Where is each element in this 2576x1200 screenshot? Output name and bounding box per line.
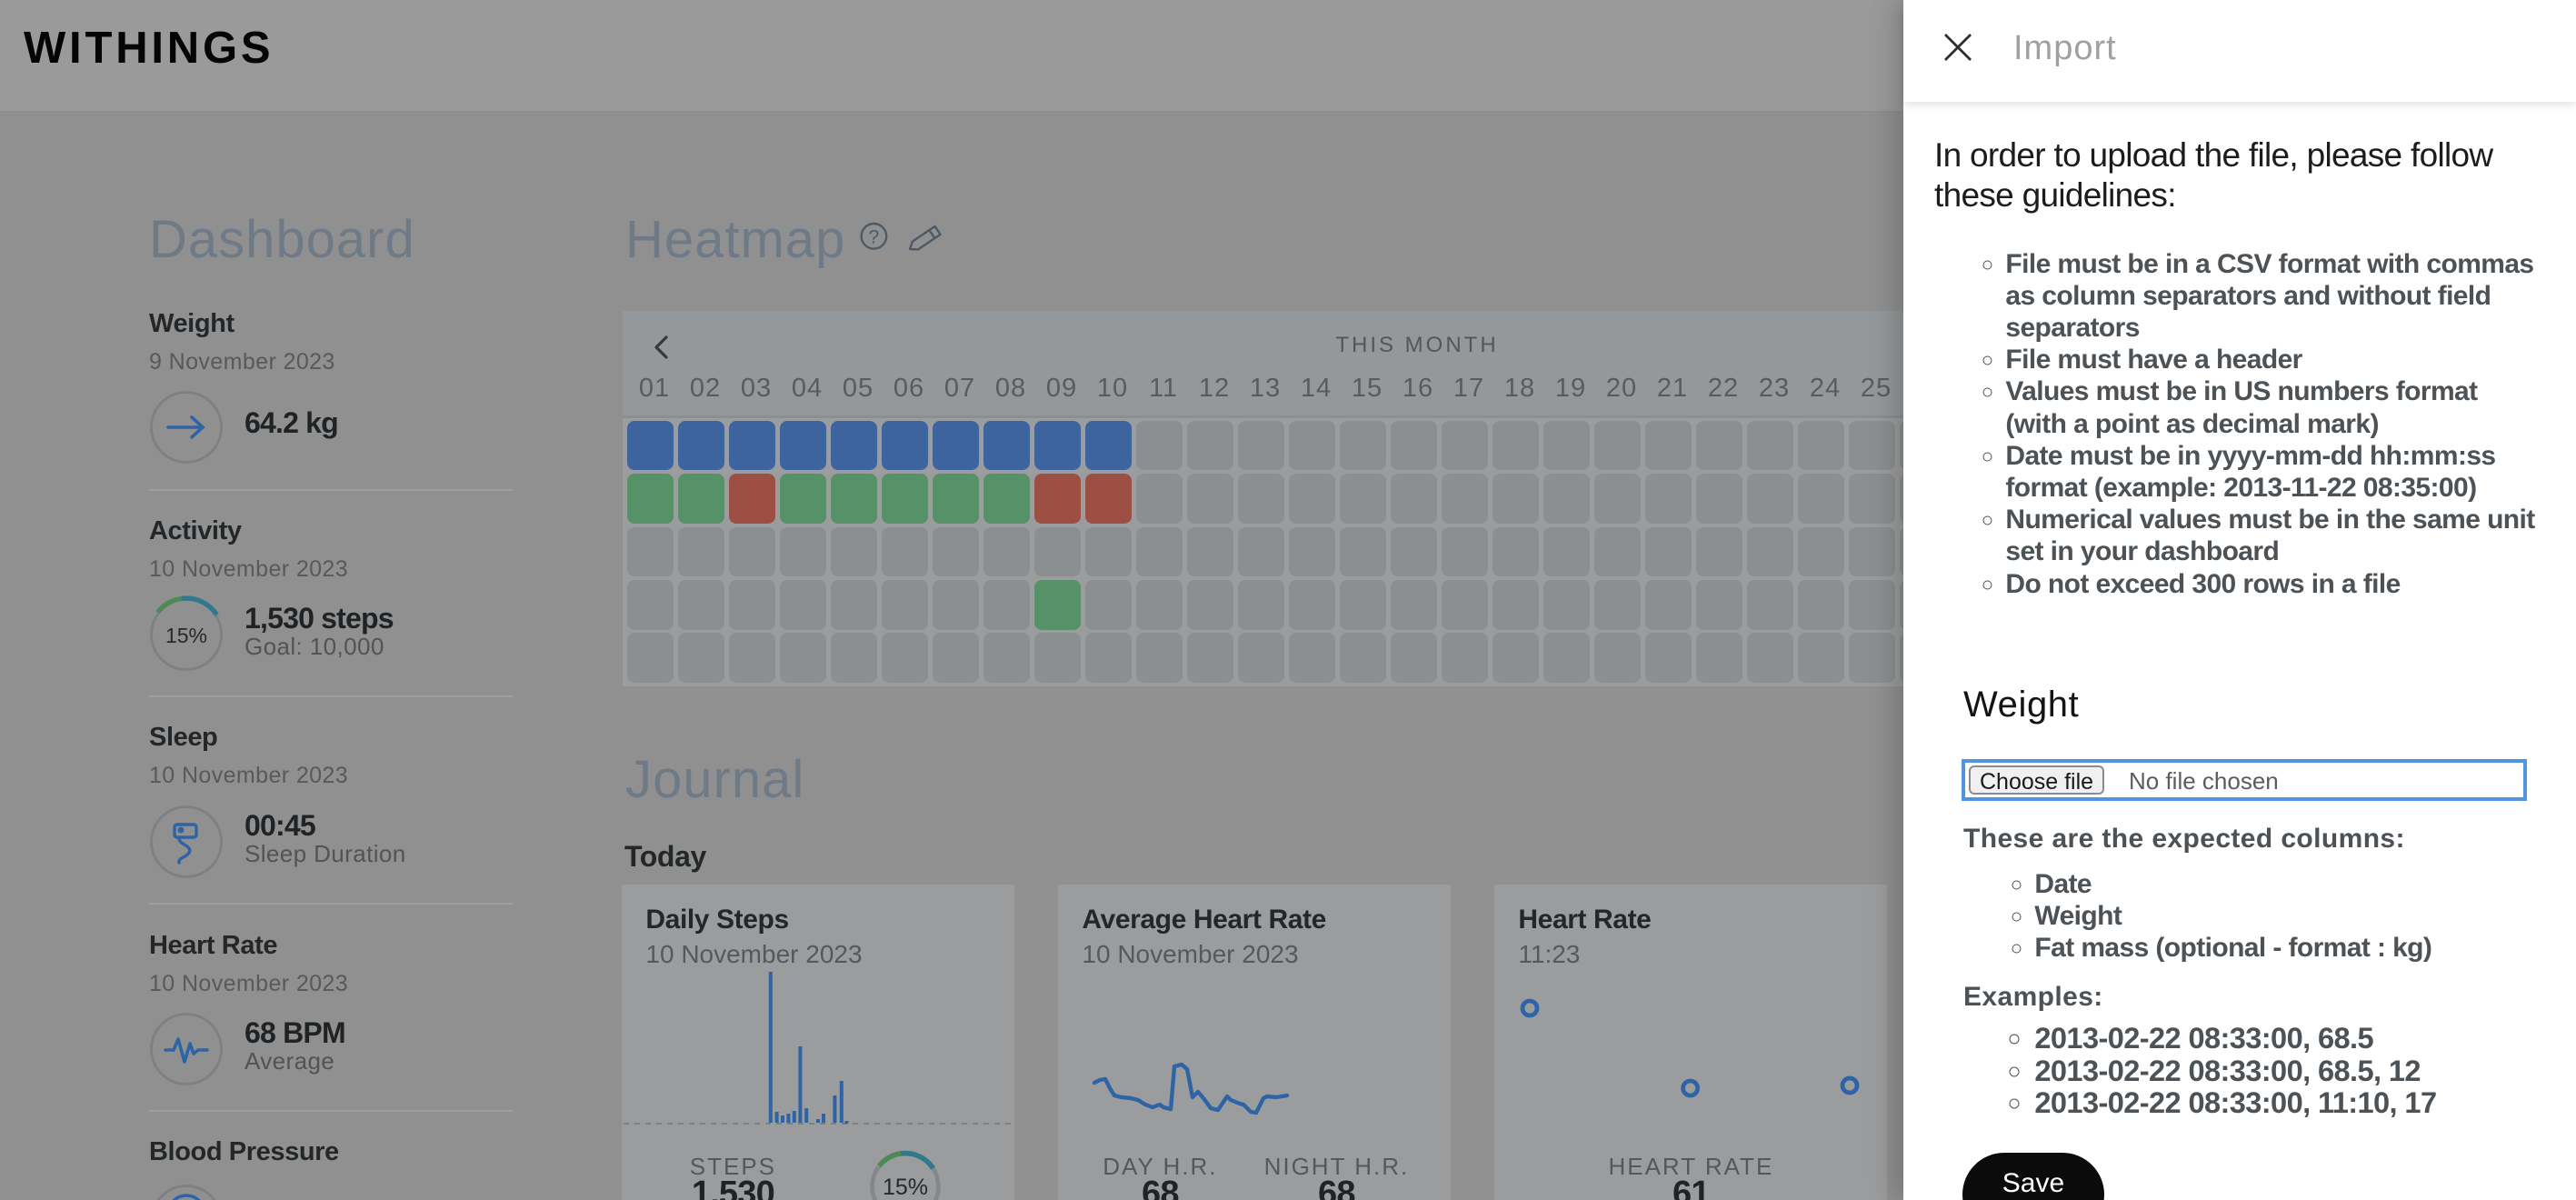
svg-text:?: ? <box>869 226 880 247</box>
svg-text:15%: 15% <box>165 624 207 647</box>
svg-text:15%: 15% <box>883 1175 928 1200</box>
